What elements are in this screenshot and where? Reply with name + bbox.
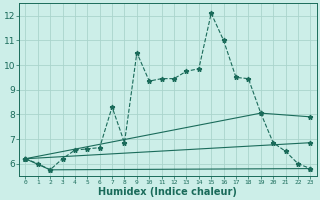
X-axis label: Humidex (Indice chaleur): Humidex (Indice chaleur) (98, 187, 237, 197)
